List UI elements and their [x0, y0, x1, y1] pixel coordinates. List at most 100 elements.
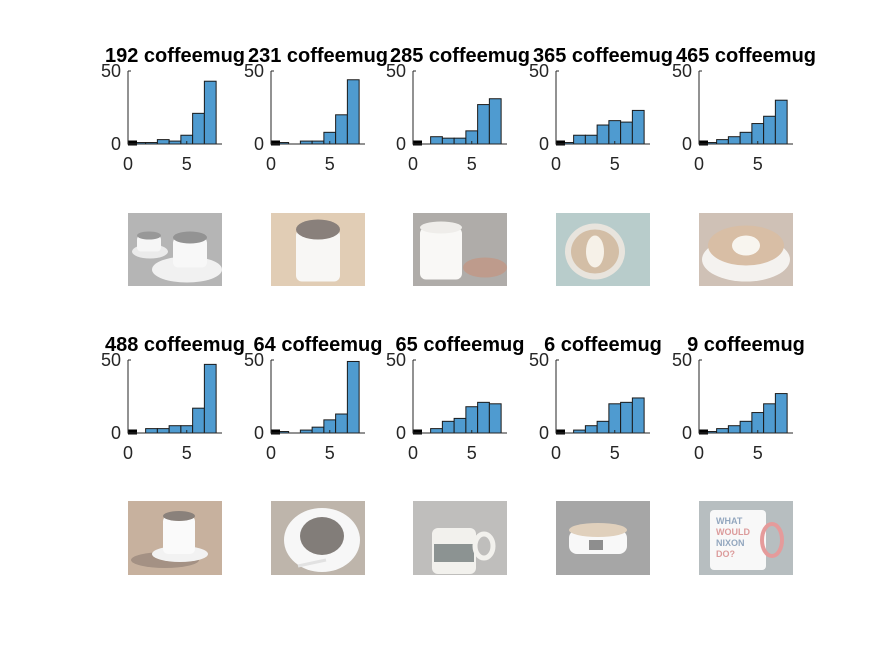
panel-title: 365 coffeemug	[533, 45, 673, 67]
histogram-panel: 0 50 0 5 192 coffeemug	[101, 45, 245, 174]
y-tick-label: 0	[396, 134, 406, 154]
y-tick-label: 0	[682, 134, 692, 154]
x-tick-label: 5	[325, 443, 335, 463]
histogram-bar	[346, 360, 360, 434]
coffee-photo-latte-art-heart	[699, 213, 793, 286]
histogram-bar	[311, 426, 325, 434]
x-tick-label: 5	[610, 443, 620, 463]
histogram-bar	[192, 407, 205, 434]
mug-text: NIXON	[716, 538, 745, 548]
y-tick-label: 0	[539, 423, 549, 443]
histogram-panel: 0 50 0 5 64 coffeemug	[244, 334, 383, 463]
histogram-bar	[763, 115, 776, 145]
histogram-bar	[727, 425, 741, 434]
histogram-panel: 0 50 0 5 285 coffeemug	[386, 45, 530, 174]
histogram-bar	[453, 417, 467, 434]
y-tick-label: 0	[254, 423, 264, 443]
y-tick-label: 50	[101, 61, 121, 81]
x-tick-label: 0	[123, 443, 133, 463]
histogram-bar	[477, 401, 490, 434]
panel-title: 465 coffeemug	[676, 45, 816, 67]
histogram-panel: 0 50 0 5 465 coffeemug	[672, 45, 816, 174]
y-tick-label: 0	[539, 134, 549, 154]
histogram-bar	[727, 136, 741, 145]
histogram-bar	[584, 425, 598, 434]
x-tick-label: 5	[182, 443, 192, 463]
histogram-bar	[441, 420, 455, 434]
panel-title: 64 coffeemug	[254, 334, 383, 356]
x-tick-label: 0	[408, 154, 418, 174]
histogram-bar	[631, 109, 645, 145]
coffee-photo-cup-on-saucer-with-spoon	[271, 501, 365, 575]
histogram-bar	[751, 412, 765, 434]
histogram-bar	[608, 120, 622, 145]
histogram-panel: 0 50 0 5 9 coffeemug	[672, 334, 805, 463]
histogram-bar	[596, 420, 610, 434]
x-tick-label: 5	[753, 154, 763, 174]
histogram-bar	[430, 428, 443, 434]
histogram-panel: 0 50 0 5 65 coffeemug	[386, 334, 525, 463]
x-tick-label: 5	[182, 154, 192, 174]
histogram-bar	[573, 134, 586, 145]
coffee-photo-latte-art-leaf	[556, 213, 650, 286]
histogram-bar	[346, 79, 360, 145]
x-tick-label: 0	[408, 443, 418, 463]
x-tick-label: 0	[551, 154, 561, 174]
x-tick-label: 0	[266, 443, 276, 463]
y-tick-label: 50	[386, 350, 406, 370]
histogram-bar	[203, 80, 217, 145]
x-tick-label: 5	[467, 154, 477, 174]
panel-title: 231 coffeemug	[248, 45, 388, 67]
histogram-bar	[608, 403, 622, 434]
x-tick-label: 5	[753, 443, 763, 463]
histogram-bar	[156, 139, 170, 145]
coffee-photo-white-mug-with-snacks	[413, 213, 507, 286]
histogram-panel: 0 50 0 5 488 coffeemug	[101, 334, 245, 463]
histogram-panel: 0 50 0 5 365 coffeemug	[529, 45, 673, 174]
y-tick-label: 50	[672, 350, 692, 370]
panel-title: 192 coffeemug	[105, 45, 245, 67]
coffee-photo-white-mug-black-coffee	[271, 213, 365, 286]
histogram-bar	[168, 425, 182, 434]
panel-title: 65 coffeemug	[396, 334, 525, 356]
histogram-bar	[774, 393, 788, 434]
histogram-bar	[145, 428, 158, 434]
histogram-bar	[441, 137, 455, 145]
histogram-bar	[716, 428, 729, 434]
histogram-bar	[156, 428, 170, 434]
y-tick-label: 50	[244, 61, 264, 81]
histogram-panel: 0 50 0 5 6 coffeemug	[529, 334, 662, 463]
x-tick-label: 0	[694, 154, 704, 174]
histogram-bar	[751, 123, 765, 145]
histogram-bar	[774, 99, 788, 145]
histogram-bar	[488, 98, 502, 145]
coffee-photo-cup-with-milk-coffee	[556, 501, 650, 575]
y-tick-label: 0	[396, 423, 406, 443]
y-tick-label: 50	[529, 61, 549, 81]
histogram-bar	[430, 136, 443, 145]
mug-text: WHAT	[716, 516, 743, 526]
mug-text: WOULD	[716, 527, 750, 537]
histogram-bar	[335, 413, 348, 434]
y-tick-label: 0	[254, 134, 264, 154]
histogram-bar	[763, 403, 776, 434]
panel-title: 9 coffeemug	[687, 334, 805, 356]
y-tick-label: 50	[244, 350, 264, 370]
histogram-bar	[739, 420, 753, 434]
y-tick-label: 50	[101, 350, 121, 370]
histogram-bar	[596, 124, 610, 145]
histogram-bar	[203, 363, 217, 434]
x-tick-label: 5	[467, 443, 477, 463]
histogram-bar	[739, 131, 753, 145]
histogram-bar	[716, 139, 729, 145]
panel-title: 285 coffeemug	[390, 45, 530, 67]
histogram-bar	[465, 406, 479, 434]
histogram-bar	[620, 401, 633, 434]
coffee-photo-patterned-mug	[413, 501, 507, 575]
histogram-bar	[453, 137, 467, 145]
mug-text: DO?	[716, 549, 735, 559]
histogram-bar	[335, 114, 348, 145]
